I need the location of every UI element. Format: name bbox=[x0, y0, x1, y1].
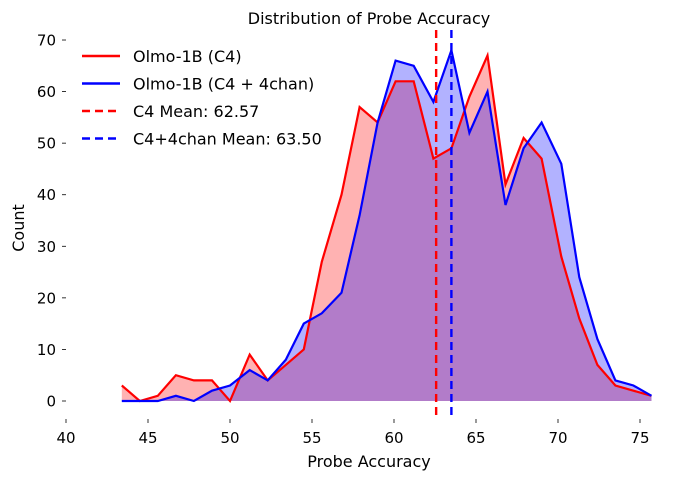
legend: Olmo-1B (C4) Olmo-1B (C4 + 4chan) C4 Mean:… bbox=[82, 47, 322, 149]
y-tick-label: 40 bbox=[37, 186, 56, 204]
x-tick-label: 50 bbox=[220, 429, 239, 447]
x-tick-label: 40 bbox=[56, 429, 75, 447]
series-line-0 bbox=[121, 51, 652, 404]
mean-lines bbox=[434, 30, 453, 420]
legend-label-2: C4 Mean: 62.57 bbox=[133, 102, 259, 121]
x-tick-label: 75 bbox=[630, 429, 649, 447]
x-tick-label: 60 bbox=[384, 429, 403, 447]
y-tick-label: 60 bbox=[37, 83, 56, 101]
legend-label-1: Olmo-1B (C4 + 4chan) bbox=[133, 75, 314, 94]
x-tick-label: 55 bbox=[302, 429, 321, 447]
area-fill-1 bbox=[121, 50, 652, 402]
x-axis: 40 45 50 55 60 65 70 75 bbox=[56, 419, 650, 447]
y-tick-label: 20 bbox=[37, 289, 56, 307]
y-tick-label: 30 bbox=[37, 238, 56, 256]
series-lines bbox=[121, 46, 653, 404]
chart-title: Distribution of Probe Accuracy bbox=[248, 9, 490, 28]
y-tick-label: 70 bbox=[37, 32, 56, 50]
y-tick-label: 10 bbox=[37, 341, 56, 359]
y-tick-label: 0 bbox=[46, 393, 56, 411]
x-tick-label: 65 bbox=[466, 429, 485, 447]
y-tick-label: 50 bbox=[37, 135, 56, 153]
area-fills bbox=[121, 50, 652, 402]
legend-label-3: C4+4chan Mean: 63.50 bbox=[133, 130, 322, 149]
y-axis: 0 10 20 30 40 50 60 70 bbox=[37, 32, 66, 411]
area-fill-0 bbox=[121, 55, 652, 401]
series-line-1 bbox=[121, 46, 653, 403]
y-axis-label: Count bbox=[9, 204, 28, 252]
x-tick-label: 70 bbox=[548, 429, 567, 447]
legend-label-0: Olmo-1B (C4) bbox=[133, 47, 242, 66]
x-axis-label: Probe Accuracy bbox=[307, 452, 431, 471]
x-tick-label: 45 bbox=[138, 429, 157, 447]
